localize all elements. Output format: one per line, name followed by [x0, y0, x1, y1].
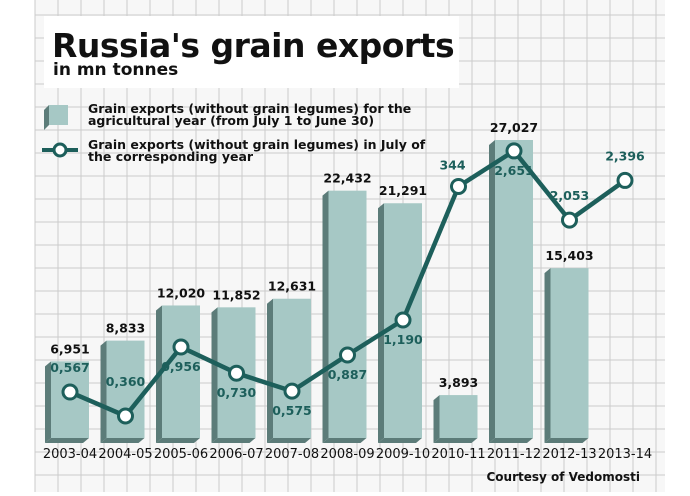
bar-value-label: 3,893: [439, 375, 479, 390]
x-tick-label: 2009-10: [376, 447, 430, 462]
credit: Courtesy of Vedomosti: [486, 470, 640, 484]
line-point: [172, 338, 190, 356]
bar: [550, 268, 589, 438]
legend-marker-icon: [52, 142, 68, 158]
bar-value-label: 15,403: [545, 248, 593, 263]
legend-bar-icon-side: [44, 105, 49, 130]
chart-title: Russia's grain exports: [52, 26, 455, 65]
bar-shadow: [378, 438, 422, 443]
line-point: [505, 142, 523, 160]
bar-shadow: [45, 438, 89, 443]
x-tick-label: 2003-04: [43, 447, 97, 462]
bar-value-label: 6,951: [50, 341, 90, 356]
bar-side: [322, 190, 329, 443]
line-value-label: 0,575: [272, 403, 312, 418]
line-value-label: 0,730: [217, 385, 257, 400]
x-tick-label: 2004-05: [98, 447, 152, 462]
bar: [162, 305, 200, 438]
title-box: [44, 16, 459, 88]
line-point: [117, 407, 134, 425]
bar-shadow: [489, 438, 533, 443]
legend-bar-icon: [49, 105, 68, 125]
x-tick-label: 2012-13: [542, 447, 596, 462]
line-point: [450, 177, 467, 195]
bar-side: [433, 395, 440, 443]
bar-value-label: 12,020: [157, 285, 206, 300]
line-value-label: 2,053: [550, 188, 590, 203]
x-tick-label: 2010-11: [431, 447, 485, 462]
bar-side: [211, 307, 218, 443]
line-value-label: 0,360: [106, 374, 146, 389]
bar-shadow: [433, 438, 478, 443]
bar: [328, 190, 367, 438]
bar-shadow: [544, 438, 589, 443]
bar-side: [267, 298, 273, 443]
line-value-label: 1,190: [383, 332, 423, 347]
bar-shadow: [322, 438, 367, 443]
line-point: [228, 364, 245, 382]
line-point: [616, 171, 634, 189]
line-point: [283, 382, 301, 400]
bar-value-label: 12,631: [268, 279, 316, 294]
legend-label-bars: Grain exports (without grain legumes) fo…: [88, 101, 412, 128]
line-value-label: 2,651: [494, 163, 534, 178]
line-point: [61, 383, 79, 401]
line-value-label: 0,567: [50, 360, 90, 375]
line-value-label: 2,396: [605, 148, 645, 163]
line-value-label: 0,887: [328, 367, 368, 382]
bar-shadow: [211, 438, 256, 443]
bar-value-label: 11,852: [212, 287, 260, 302]
bar: [439, 395, 478, 438]
bar-side: [45, 361, 51, 443]
bar-value-label: 8,833: [106, 321, 146, 336]
x-tick-label: 2007-08: [265, 447, 319, 462]
bar-value-label: 21,291: [379, 183, 427, 198]
line-value-label: 0,956: [161, 359, 201, 374]
legend-label-line: Grain exports (without grain legumes) in…: [88, 137, 426, 164]
bar-shadow: [100, 438, 145, 443]
bar: [273, 298, 311, 438]
bar-shadow: [156, 438, 200, 443]
bar-shadow: [267, 438, 311, 443]
bar-value-label: 27,027: [490, 120, 538, 135]
bar-value-label: 22,432: [323, 171, 371, 186]
x-tick-label: 2013-14: [598, 447, 652, 462]
x-tick-label: 2011-12: [487, 447, 541, 462]
bar-side: [100, 340, 107, 443]
x-tick-label: 2008-09: [320, 447, 374, 462]
bar-side: [378, 203, 384, 443]
bar-side: [489, 140, 495, 443]
line-point: [394, 311, 412, 329]
bar: [495, 140, 533, 438]
line-point: [339, 346, 356, 364]
line-point: [561, 211, 578, 229]
x-tick-label: 2006-07: [209, 447, 263, 462]
x-tick-label: 2005-06: [154, 447, 208, 462]
chart-subtitle: in mn tonnes: [53, 60, 179, 80]
line-value-label: 344: [439, 157, 465, 172]
bar-side: [544, 268, 551, 443]
